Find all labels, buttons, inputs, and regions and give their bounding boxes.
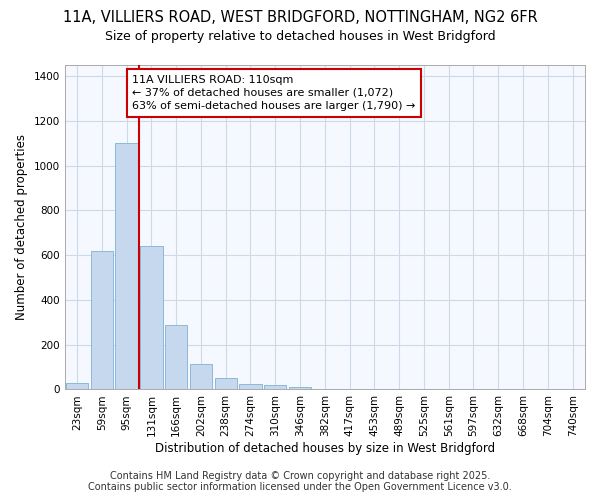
Bar	[66, 382, 88, 390]
Bar	[264, 385, 286, 390]
Text: Size of property relative to detached houses in West Bridgford: Size of property relative to detached ho…	[104, 30, 496, 43]
Bar	[215, 378, 237, 390]
Bar	[239, 384, 262, 390]
Bar	[165, 324, 187, 390]
Bar	[140, 246, 163, 390]
X-axis label: Distribution of detached houses by size in West Bridgford: Distribution of detached houses by size …	[155, 442, 495, 455]
Bar	[289, 387, 311, 390]
Bar	[190, 364, 212, 390]
Text: Contains HM Land Registry data © Crown copyright and database right 2025.
Contai: Contains HM Land Registry data © Crown c…	[88, 471, 512, 492]
Y-axis label: Number of detached properties: Number of detached properties	[15, 134, 28, 320]
Bar	[115, 144, 138, 390]
Text: 11A VILLIERS ROAD: 110sqm
← 37% of detached houses are smaller (1,072)
63% of se: 11A VILLIERS ROAD: 110sqm ← 37% of detac…	[133, 74, 416, 111]
Bar	[91, 250, 113, 390]
Text: 11A, VILLIERS ROAD, WEST BRIDGFORD, NOTTINGHAM, NG2 6FR: 11A, VILLIERS ROAD, WEST BRIDGFORD, NOTT…	[62, 10, 538, 25]
